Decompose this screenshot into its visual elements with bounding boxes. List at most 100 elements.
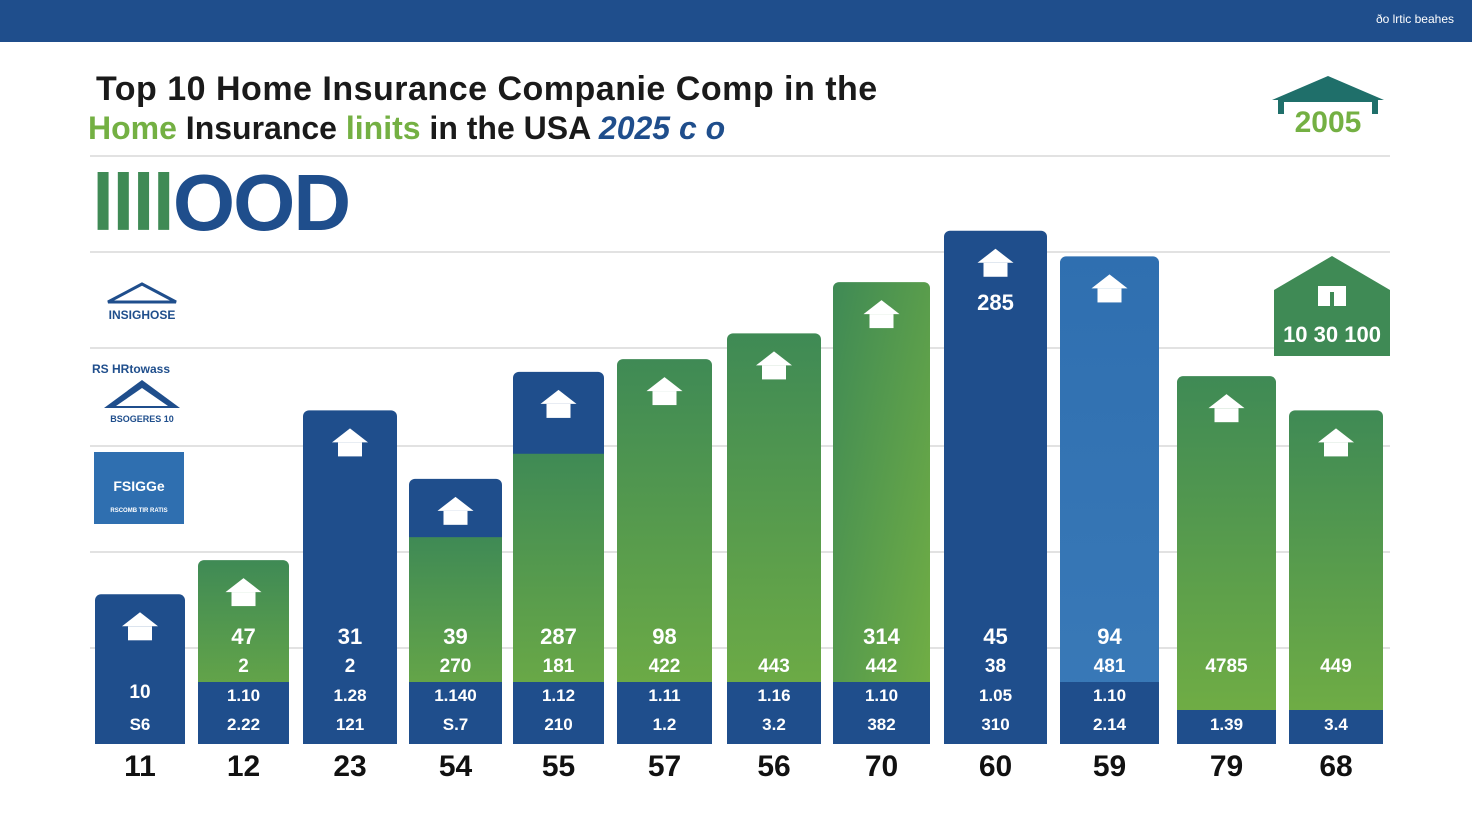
big-number-part3: D xyxy=(293,158,351,247)
bar-house-body-icon xyxy=(338,442,362,457)
bar-sub-label: 481 xyxy=(1093,656,1126,677)
bar-row1-label: 1.16 xyxy=(757,686,791,705)
bar-row2-label: 310 xyxy=(981,715,1010,734)
bar-house-body-icon xyxy=(1097,288,1122,303)
legend-item-4: FSIGGe xyxy=(113,478,165,494)
topbar-text: ðo lrtic bеahes xyxy=(1375,12,1454,26)
bar-house-body-icon xyxy=(128,626,152,641)
title-word-usa: in the USA xyxy=(429,110,591,146)
bar-sub-label: 2 xyxy=(344,656,356,677)
bar-mid-label: 98 xyxy=(652,624,677,649)
bar-68 xyxy=(1289,410,1383,744)
category-label: 60 xyxy=(978,750,1013,783)
bar-sub-label: 442 xyxy=(865,656,898,677)
legend-item-3: BSOGERES 10 xyxy=(110,414,174,424)
bar-house-icon xyxy=(646,377,683,392)
bar-sub-label: 2 xyxy=(238,656,249,677)
bar-sub-label: 181 xyxy=(542,656,575,677)
bar-sub-label: 4785 xyxy=(1205,656,1248,677)
bar-house-body-icon xyxy=(869,314,894,329)
bar-23 xyxy=(303,410,397,744)
bar-row2-label: S6 xyxy=(129,715,151,734)
title-word-linits: linits xyxy=(345,110,421,146)
bar-row1-label: 1.10 xyxy=(1092,686,1127,705)
bar-house-icon xyxy=(540,389,577,404)
category-label: 54 xyxy=(438,750,473,783)
bar-row2-label: 1.2 xyxy=(652,715,677,734)
top-banner: ðo lrtic bеahes xyxy=(0,0,1472,42)
bar-row1-label: 1.11 xyxy=(648,686,681,705)
bar-house-body-icon xyxy=(1324,442,1348,457)
bar-house-icon xyxy=(1208,394,1245,409)
bar-band-bottom xyxy=(1177,710,1276,744)
bar-57 xyxy=(617,359,712,744)
big-number-part1: llll xyxy=(92,158,175,247)
bar-house-icon xyxy=(225,578,262,593)
bar-row2-label: 2.22 xyxy=(226,715,261,734)
year-badge-text: 2005 xyxy=(1294,106,1362,139)
bar-band-bottom xyxy=(944,710,1047,744)
bar-row1-label: 1.12 xyxy=(541,686,576,705)
bar-mid-label: 45 xyxy=(983,624,1008,649)
legend-item-1: INSIGHOSE xyxy=(108,308,176,322)
bar-band-bottom xyxy=(95,710,185,744)
bar-row2-label: 121 xyxy=(335,715,365,734)
bar-row2-label: 3.4 xyxy=(1324,715,1348,734)
bar-row2-label: 210 xyxy=(544,715,573,734)
bar-sub-label: 10 xyxy=(129,682,151,703)
bar-band-bottom xyxy=(303,710,397,744)
big-headline-number: llllOOD xyxy=(92,158,351,248)
bar-house-body-icon xyxy=(546,403,571,418)
legend-item-4-sub: RSCOMB TIR RATIS xyxy=(110,508,168,514)
bar-house-icon xyxy=(977,248,1014,263)
bar-house-icon xyxy=(756,351,792,366)
bar-band-top xyxy=(1177,682,1276,710)
bar-sub-label: 449 xyxy=(1320,656,1352,677)
bar-house-icon xyxy=(332,428,368,443)
category-label: 11 xyxy=(124,750,156,783)
bar-11 xyxy=(95,594,185,744)
bar-band-top xyxy=(198,682,289,710)
chart-title-line1: Top 10 Home Insurance Companie Comp in t… xyxy=(96,70,878,108)
bar-house-body-icon xyxy=(762,365,786,380)
bar-band-bottom xyxy=(198,710,289,744)
category-label: 70 xyxy=(864,750,899,783)
big-number-part2: OO xyxy=(172,158,295,247)
bar-house-icon xyxy=(863,300,900,315)
chart-title-line2: Home Insurance linits in the USA 2025 c … xyxy=(88,110,725,147)
title-word-year: 2025 c o xyxy=(598,110,726,146)
bar-band-bottom xyxy=(513,710,604,744)
legend-item-2: RS HRtowass xyxy=(92,362,171,376)
bar-row1-label: 1.10 xyxy=(226,686,261,705)
bar-mid-label: 31 xyxy=(337,624,363,649)
bar-house-body-icon xyxy=(1214,408,1239,423)
bar-band-bottom xyxy=(833,710,930,744)
bar-sub-label: 38 xyxy=(984,656,1007,677)
house-badge: 10 30 100 xyxy=(1274,256,1390,356)
bar-band-top xyxy=(1289,682,1383,710)
bar-band-top xyxy=(513,682,604,710)
category-label: 12 xyxy=(226,750,261,783)
house-badge-icon xyxy=(1274,256,1390,356)
legend-icons xyxy=(94,282,184,524)
title-word-home: Home xyxy=(88,110,177,146)
bar-band-bottom xyxy=(727,710,821,744)
bar-band-top xyxy=(1060,682,1159,710)
bar-row2-label: 2.14 xyxy=(1092,715,1127,734)
category-label: 56 xyxy=(757,750,791,783)
bar-mid-label: 314 xyxy=(863,624,900,649)
bar-house-body-icon xyxy=(443,510,468,525)
title-word-insurance: Insurance xyxy=(185,110,337,146)
category-label: 68 xyxy=(1319,750,1353,783)
bar-row2-label: S.7 xyxy=(442,715,469,734)
bar-band-top xyxy=(617,682,712,710)
bar-mid-label: 94 xyxy=(1097,624,1122,649)
bar-band-bottom xyxy=(1060,710,1159,744)
bar-house-icon xyxy=(122,612,158,627)
bar-row2-label: 1.39 xyxy=(1209,715,1244,734)
bar-60 xyxy=(944,230,1047,744)
bar-mid-label: 47 xyxy=(231,624,256,649)
bar-56 xyxy=(727,333,821,744)
bar-house-body-icon xyxy=(231,592,256,607)
